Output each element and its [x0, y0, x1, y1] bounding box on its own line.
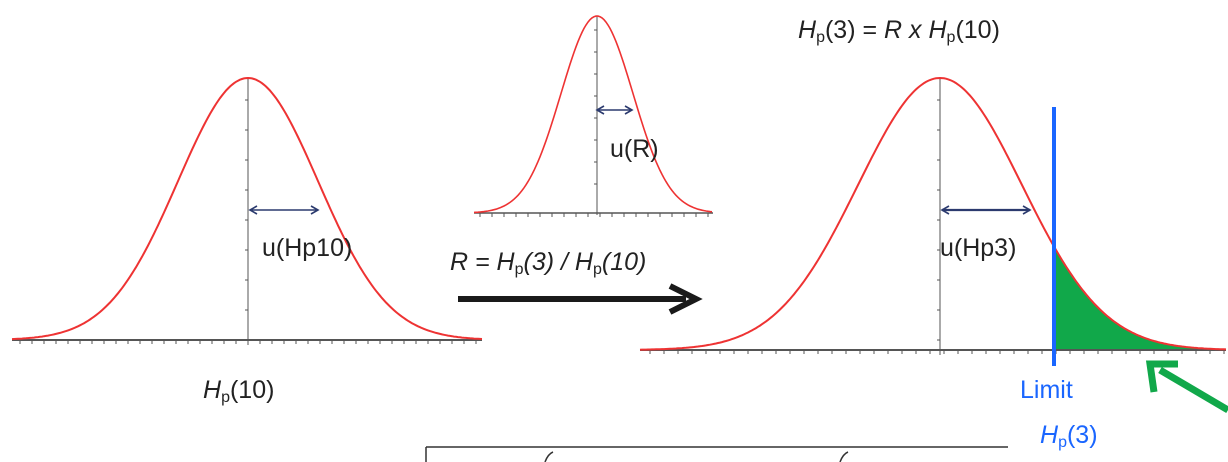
hp3-curve	[639, 76, 1227, 351]
relation-formula: Hp(3) = R x Hp(10)	[798, 16, 1000, 46]
r-curve	[473, 15, 713, 214]
limit-word: Limit	[1020, 376, 1073, 404]
hp10-curve	[11, 76, 483, 341]
r-ticks	[479, 29, 709, 217]
transform-arrow	[458, 283, 703, 315]
bottom-box-fragment	[425, 446, 1008, 462]
hp10-distribution	[11, 76, 483, 345]
hp3-ticks	[649, 99, 1225, 354]
ratio-formula: R = Hp(3) / Hp(10)	[450, 248, 647, 278]
limit-hp3: Hp(3)	[1040, 421, 1098, 451]
r-distribution	[473, 15, 713, 217]
hp10-ticks	[19, 99, 477, 344]
u-hp10-label: u(Hp10)	[262, 234, 353, 262]
u-hp3-label: u(Hp3)	[940, 234, 1017, 262]
u-r-label: u(R)	[610, 135, 659, 163]
exceedance-tail-area	[1054, 246, 1226, 350]
tail-pointer-arrow	[1145, 360, 1228, 414]
hp10-caption: Hp(10)	[203, 376, 275, 406]
hp3-distribution	[639, 76, 1227, 366]
